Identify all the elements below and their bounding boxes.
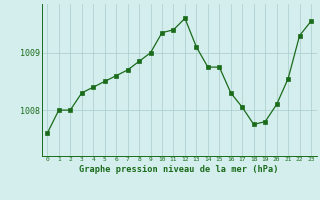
X-axis label: Graphe pression niveau de la mer (hPa): Graphe pression niveau de la mer (hPa) xyxy=(79,165,279,174)
